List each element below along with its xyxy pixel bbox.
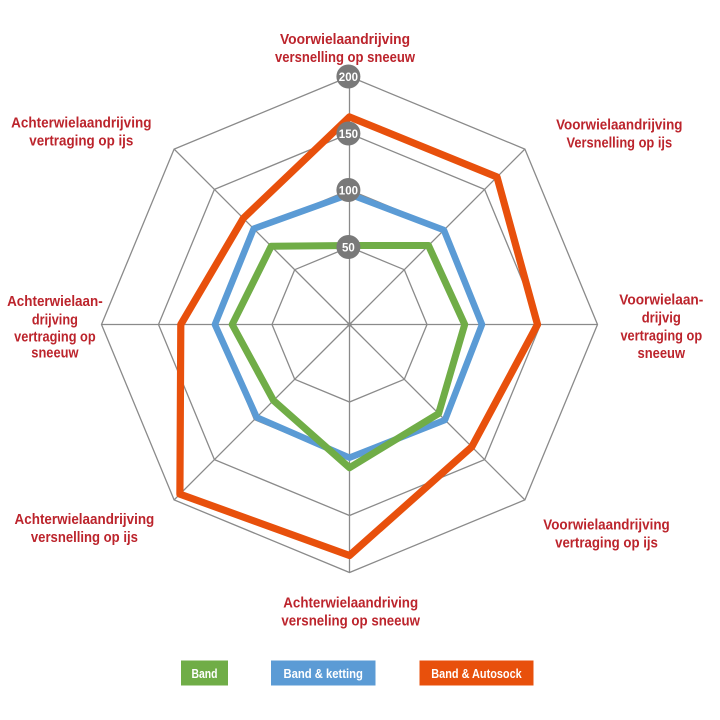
- svg-text:drijving: drijving: [32, 312, 78, 329]
- svg-text:versnelling op sneeuw: versnelling op sneeuw: [275, 49, 415, 66]
- svg-text:Band & ketting: Band & ketting: [283, 666, 363, 681]
- svg-text:50: 50: [342, 242, 355, 254]
- svg-text:versnelling op ijs: versnelling op ijs: [31, 529, 138, 546]
- svg-text:150: 150: [339, 129, 358, 141]
- svg-text:Band: Band: [192, 666, 218, 681]
- svg-text:sneeuw: sneeuw: [638, 345, 686, 362]
- svg-text:Voorwielaandrijving: Voorwielaandrijving: [543, 517, 669, 534]
- svg-text:Versnelling op ijs: Versnelling op ijs: [567, 135, 673, 152]
- svg-text:versneling op sneeuw: versneling op sneeuw: [281, 612, 420, 629]
- svg-text:Voorwielaan-: Voorwielaan-: [619, 292, 703, 309]
- svg-text:vertraging op ijs: vertraging op ijs: [29, 133, 133, 150]
- svg-text:200: 200: [339, 72, 358, 84]
- svg-text:vertraging op: vertraging op: [14, 329, 96, 346]
- svg-text:Achterwielaandrijving: Achterwielaandrijving: [15, 511, 155, 528]
- svg-text:sneeuw: sneeuw: [31, 345, 78, 362]
- svg-text:Band & Autosock: Band & Autosock: [431, 666, 522, 681]
- svg-text:Achterwielaandrijving: Achterwielaandrijving: [11, 115, 151, 132]
- svg-text:Achterwielaan-: Achterwielaan-: [7, 293, 103, 310]
- svg-text:Voorwielaandrijving: Voorwielaandrijving: [280, 31, 410, 48]
- svg-text:drijvig: drijvig: [642, 310, 681, 327]
- svg-text:vertraging op ijs: vertraging op ijs: [555, 535, 658, 552]
- svg-text:Voorwielaandrijving: Voorwielaandrijving: [556, 117, 682, 134]
- svg-text:vertraging op: vertraging op: [620, 328, 702, 345]
- svg-text:Achterwielaandriving: Achterwielaandriving: [283, 595, 418, 612]
- svg-text:100: 100: [339, 185, 358, 197]
